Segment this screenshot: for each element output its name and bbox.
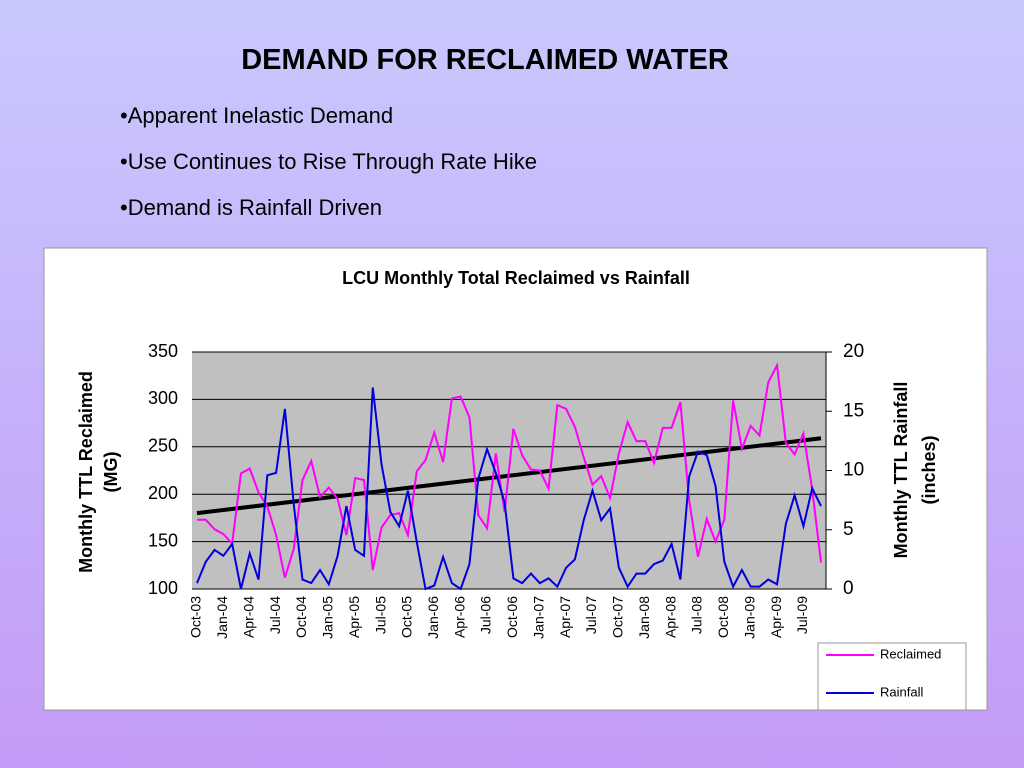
- bullet: •Demand is Rainfall Driven: [120, 195, 383, 220]
- x-tick: Oct-05: [399, 596, 415, 638]
- x-tick: Oct-07: [610, 596, 626, 638]
- y2-axis-title: (inches): [919, 435, 939, 504]
- legend-label: Rainfall: [880, 684, 923, 699]
- x-tick-label: Jul-08: [689, 596, 705, 634]
- x-tick: Jan-05: [320, 596, 336, 639]
- x-tick: Oct-04: [293, 596, 309, 638]
- x-tick-label: Jul-06: [478, 596, 494, 634]
- x-tick-label: Jul-07: [583, 596, 599, 634]
- x-tick-label: Oct-03: [188, 596, 204, 638]
- x-tick-label: Oct-06: [504, 596, 520, 638]
- x-tick-label: Oct-04: [293, 596, 309, 638]
- x-tick-label: Apr-05: [346, 596, 362, 638]
- x-tick-label: Jan-09: [741, 596, 757, 639]
- chart-title: LCU Monthly Total Reclaimed vs Rainfall: [342, 268, 690, 288]
- x-tick-label: Apr-08: [662, 596, 678, 638]
- x-tick: Jul-05: [372, 596, 388, 634]
- data-line: [197, 361, 822, 578]
- x-tick: Jan-08: [636, 596, 652, 639]
- x-tick: Apr-05: [346, 596, 362, 638]
- x-tick: Apr-07: [557, 596, 573, 638]
- y-tick-label: 300: [148, 388, 178, 408]
- y-tick-label: 100: [148, 578, 178, 598]
- x-tick: Oct-08: [715, 596, 731, 638]
- x-tick: Jul-06: [478, 596, 494, 634]
- x-tick-label: Jan-04: [214, 596, 230, 639]
- y2-tick-label: 0: [843, 578, 854, 599]
- x-tick-label: Jul-09: [794, 596, 810, 634]
- x-tick-label: Apr-07: [557, 596, 573, 638]
- y-tick-label: 200: [148, 483, 178, 503]
- y2-tick-label: 10: [843, 460, 864, 481]
- x-tick-label: Jan-06: [425, 596, 441, 639]
- x-tick-label: Apr-06: [451, 596, 467, 638]
- x-tick-label: Apr-04: [240, 596, 256, 638]
- x-tick-label: Oct-07: [610, 596, 626, 638]
- data-line: [196, 387, 822, 591]
- bullet: •Use Continues to Rise Through Rate Hike: [120, 149, 537, 174]
- x-tick-label: Jan-07: [530, 596, 546, 639]
- x-tick-label: Jul-05: [372, 596, 388, 634]
- y-tick-label: 350: [148, 341, 178, 361]
- x-tick: Jan-04: [214, 596, 230, 639]
- x-tick: Jan-06: [425, 596, 441, 639]
- x-tick-label: Jan-05: [320, 596, 336, 639]
- y2-tick-label: 5: [843, 519, 854, 540]
- x-tick-label: Jan-08: [636, 596, 652, 639]
- y2-tick-label: 15: [843, 400, 864, 421]
- x-tick: Apr-06: [451, 596, 467, 638]
- x-tick: Jul-04: [267, 596, 283, 634]
- x-tick: Jan-07: [530, 596, 546, 639]
- x-tick-label: Apr-09: [768, 596, 784, 638]
- x-tick: Oct-06: [504, 596, 520, 638]
- x-tick: Jul-09: [794, 596, 810, 634]
- x-tick-label: Jul-04: [267, 596, 283, 634]
- legend-label: Reclaimed: [880, 646, 941, 661]
- x-tick: Apr-04: [240, 596, 256, 638]
- y2-axis-title: Monthly TTL Rainfall: [891, 382, 911, 559]
- y-axis-title: Monthly TTL Reclaimed: [76, 371, 96, 573]
- y2-tick-label: 20: [843, 341, 864, 362]
- x-tick: Oct-03: [188, 596, 204, 638]
- x-tick: Apr-09: [768, 596, 784, 638]
- x-tick: Jul-08: [689, 596, 705, 634]
- bullet: •Apparent Inelastic Demand: [120, 103, 394, 128]
- x-tick-label: Oct-05: [399, 596, 415, 638]
- x-tick-label: Oct-08: [715, 596, 731, 638]
- x-tick: Jul-07: [583, 596, 599, 634]
- y-tick-label: 250: [148, 436, 178, 456]
- x-tick: Jan-09: [741, 596, 757, 639]
- y-axis-title: (MG): [101, 452, 121, 493]
- y-tick-label: 150: [148, 530, 178, 550]
- x-tick: Apr-08: [662, 596, 678, 638]
- slide-title: DEMAND FOR RECLAIMED WATER: [241, 44, 729, 76]
